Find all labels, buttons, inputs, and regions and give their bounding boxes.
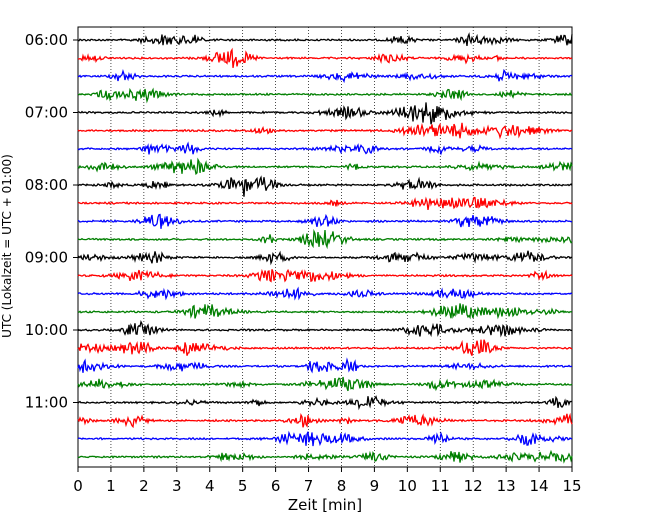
seismic-trace [77,339,573,356]
seismic-trace [77,395,573,411]
x-tick-label: 5 [238,477,248,495]
seismic-trace [77,157,573,176]
trace-group [77,32,573,464]
x-tick-label: 7 [304,477,314,495]
y-tick-label: 09:00 [25,249,68,267]
x-tick-label: 11 [431,477,450,495]
x-tick-label: 15 [562,477,581,495]
grid-lines [110,27,540,467]
seismic-trace [77,175,573,197]
y-tick-label: 10:00 [25,321,68,339]
x-tick-label: 6 [271,477,281,495]
x-tick-label: 8 [337,477,347,495]
seismic-trace [77,228,573,250]
seismic-trace [77,196,573,211]
y-axis-label: UTC (Lokalzeit = UTC + 01:00) [0,154,14,338]
y-tick-label: 07:00 [25,104,68,122]
seismic-trace [77,141,573,156]
y-tick-label: 08:00 [25,176,68,194]
x-tick-label: 10 [398,477,417,495]
x-axis-label: Zeit [min] [288,496,362,514]
x-tick-label: 2 [139,477,149,495]
seismic-trace [77,250,573,266]
seismic-trace [77,412,573,429]
seismic-trace [77,102,573,125]
x-tick-label: 9 [370,477,380,495]
plot-frame [77,26,573,468]
seismic-trace [77,376,573,392]
seismic-trace [77,68,573,84]
x-tick-label: 3 [172,477,182,495]
seismic-trace [77,32,573,47]
y-axis: 06:00 07:00 08:00 09:00 10:00 11:00 [25,31,78,412]
x-tick-label: 13 [497,477,516,495]
x-tick-label: 0 [73,477,83,495]
seismic-trace [77,286,573,301]
x-tick-label: 14 [530,477,549,495]
x-axis: 0 1 2 3 4 5 6 7 8 9 10 11 12 13 14 15 [73,467,582,495]
y-tick-label: 11:00 [25,394,68,412]
x-tick-label: 4 [205,477,215,495]
seismic-trace [77,47,573,68]
seismic-trace [77,87,573,104]
seismic-trace [77,268,573,283]
seismic-trace [77,449,573,464]
seismic-trace [77,430,573,447]
seismic-trace [77,319,573,338]
seismic-trace [77,303,573,320]
x-tick-label: 12 [464,477,483,495]
seismic-trace [77,213,573,229]
seismic-trace [77,357,573,374]
x-tick-label: 1 [106,477,116,495]
y-tick-label: 06:00 [25,31,68,49]
seismic-trace [77,122,573,140]
